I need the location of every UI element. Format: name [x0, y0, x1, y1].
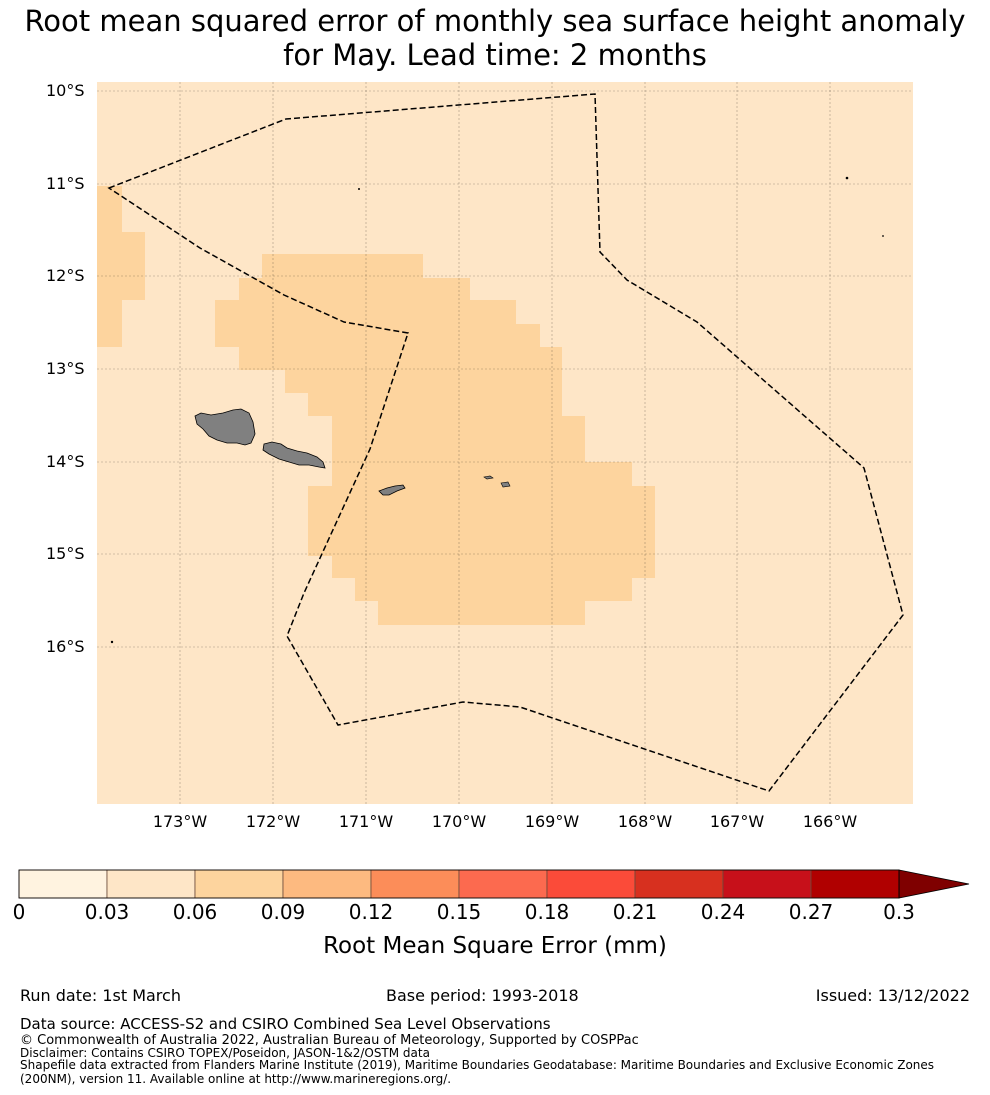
colorbar-tick-label: 0.18 [524, 900, 570, 924]
base-period: Base period: 1993-2018 [386, 986, 579, 1005]
colorbar-segment [722, 869, 812, 899]
colorbar-tick-label: 0.15 [436, 900, 482, 924]
disclaimer: Disclaimer: Contains CSIRO TOPEX/Poseido… [20, 1046, 430, 1060]
shapefile-credit-2: (200NM), version 11. Available online at… [20, 1072, 452, 1086]
land-islet [882, 235, 884, 237]
colorbar-tick-label: 0 [12, 900, 26, 924]
lon-label: 172°W [245, 812, 301, 831]
lat-label: 11°S [46, 174, 85, 193]
error-cell [262, 254, 423, 278]
lon-label: 167°W [709, 812, 765, 831]
colorbar-tick-label: 0.06 [172, 900, 218, 924]
land-savaii [194, 408, 256, 446]
colorbar-tick-label: 0.3 [883, 900, 915, 924]
error-cell [239, 347, 562, 370]
lon-label: 168°W [617, 812, 673, 831]
land-islet [358, 188, 360, 190]
colorbar [18, 869, 970, 899]
error-cell [239, 278, 470, 300]
title-line-1: Root mean squared error of monthly sea s… [24, 4, 966, 38]
land-islet [110, 640, 114, 644]
lat-label: 13°S [46, 359, 85, 378]
colorbar-segment [546, 869, 636, 899]
title-line-2: for May. Lead time: 2 months [283, 38, 707, 72]
lon-label: 166°W [802, 812, 858, 831]
colorbar-tick-label: 0.27 [788, 900, 834, 924]
colorbar-segment [282, 869, 372, 899]
error-cell [97, 186, 122, 347]
colorbar-outline [18, 869, 900, 899]
colorbar-tick-label: 0.09 [260, 900, 306, 924]
lat-label: 10°S [46, 81, 85, 100]
lat-label: 16°S [46, 637, 85, 656]
colorbar-segment [194, 869, 284, 899]
error-cells [97, 186, 655, 625]
error-cell [332, 416, 585, 462]
lat-label: 12°S [46, 266, 85, 285]
error-cell [308, 486, 655, 556]
lat-label: 15°S [46, 544, 85, 563]
error-cell [378, 601, 585, 625]
colorbar-tick-label: 0.24 [700, 900, 746, 924]
ocean-notch [285, 393, 308, 416]
eez-boundary [107, 93, 904, 792]
colorbar-label: Root Mean Square Error (mm) [323, 933, 667, 959]
chart-title: Root mean squared error of monthly sea s… [0, 4, 990, 72]
error-cell [215, 300, 516, 324]
lon-label: 170°W [431, 812, 487, 831]
copyright: © Commonwealth of Australia 2022, Austra… [20, 1033, 639, 1048]
colorbar-extend-arrow [898, 869, 970, 899]
land-tutuila [378, 484, 406, 496]
map-panel [97, 82, 913, 804]
lat-label: 14°S [46, 452, 85, 471]
data-source: Data source: ACCESS-S2 and CSIRO Combine… [20, 1015, 551, 1033]
lon-label: 173°W [152, 812, 208, 831]
colorbar-tick-label: 0.12 [348, 900, 394, 924]
land-islet [845, 176, 849, 180]
colorbar-tick-label: 0.03 [84, 900, 130, 924]
lon-label: 171°W [338, 812, 394, 831]
issued-date: Issued: 13/12/2022 [815, 986, 970, 1005]
colorbar-tick-label: 0.21 [612, 900, 658, 924]
error-cell [332, 462, 632, 486]
error-cell [285, 370, 562, 393]
error-cell [332, 556, 655, 578]
colorbar-segment [634, 869, 724, 899]
land-tau [500, 481, 511, 488]
land-upolu [262, 441, 326, 469]
run-date: Run date: 1st March [20, 986, 181, 1005]
colorbar-segment [18, 869, 108, 899]
lon-label: 169°W [524, 812, 580, 831]
colorbar-segment [106, 869, 196, 899]
colorbar-segment [810, 869, 900, 899]
error-cell [355, 578, 632, 601]
colorbar-segment [370, 869, 460, 899]
shapefile-credit-1: Shapefile data extracted from Flanders M… [20, 1058, 935, 1072]
error-cell [308, 393, 562, 416]
land-ofu-olosega [483, 475, 494, 480]
colorbar-segment [458, 869, 548, 899]
error-cell [122, 232, 145, 300]
error-cell [215, 324, 540, 347]
gridlines [97, 82, 913, 804]
